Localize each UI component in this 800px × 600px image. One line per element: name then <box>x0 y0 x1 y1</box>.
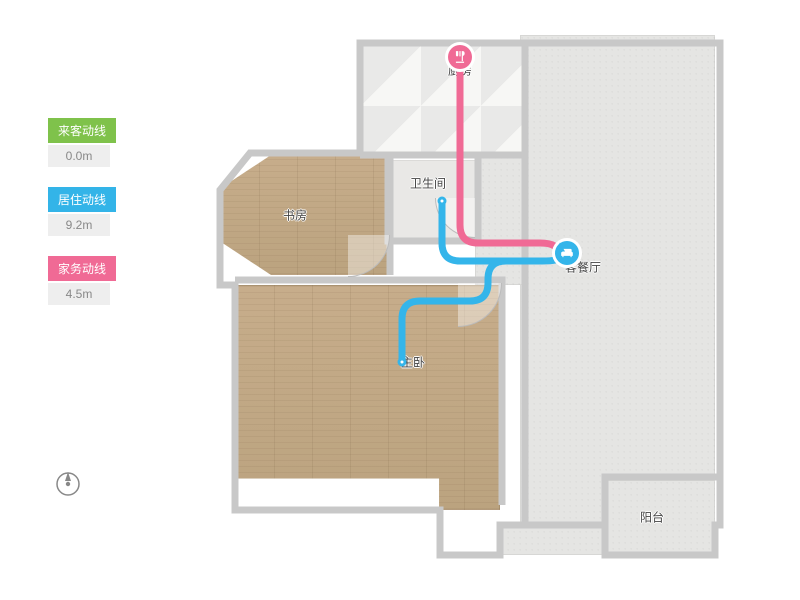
legend-guest-value: 0.0m <box>48 145 110 167</box>
legend-resident: 居住动线 9.2m <box>48 187 116 236</box>
legend-resident-value: 9.2m <box>48 214 110 236</box>
legend-guest: 来客动线 0.0m <box>48 118 116 167</box>
legend-chore-value: 4.5m <box>48 283 110 305</box>
floorplan: 厨房 卫生间 书房 客餐厅 主卧 阳台 <box>210 25 740 570</box>
label-study: 书房 <box>283 207 307 224</box>
master-endpoint <box>398 358 407 367</box>
legend-resident-label: 居住动线 <box>48 187 116 212</box>
legend-chore: 家务动线 4.5m <box>48 256 116 305</box>
label-bathroom: 卫生间 <box>410 175 446 192</box>
legend: 来客动线 0.0m 居住动线 9.2m 家务动线 4.5m <box>48 118 116 325</box>
kitchen-node-icon <box>448 45 472 69</box>
label-balcony: 阳台 <box>640 509 664 526</box>
legend-guest-label: 来客动线 <box>48 118 116 143</box>
resident-arrow <box>555 243 565 252</box>
compass-icon <box>54 470 82 498</box>
bathroom-endpoint <box>438 197 447 206</box>
legend-chore-label: 家务动线 <box>48 256 116 281</box>
